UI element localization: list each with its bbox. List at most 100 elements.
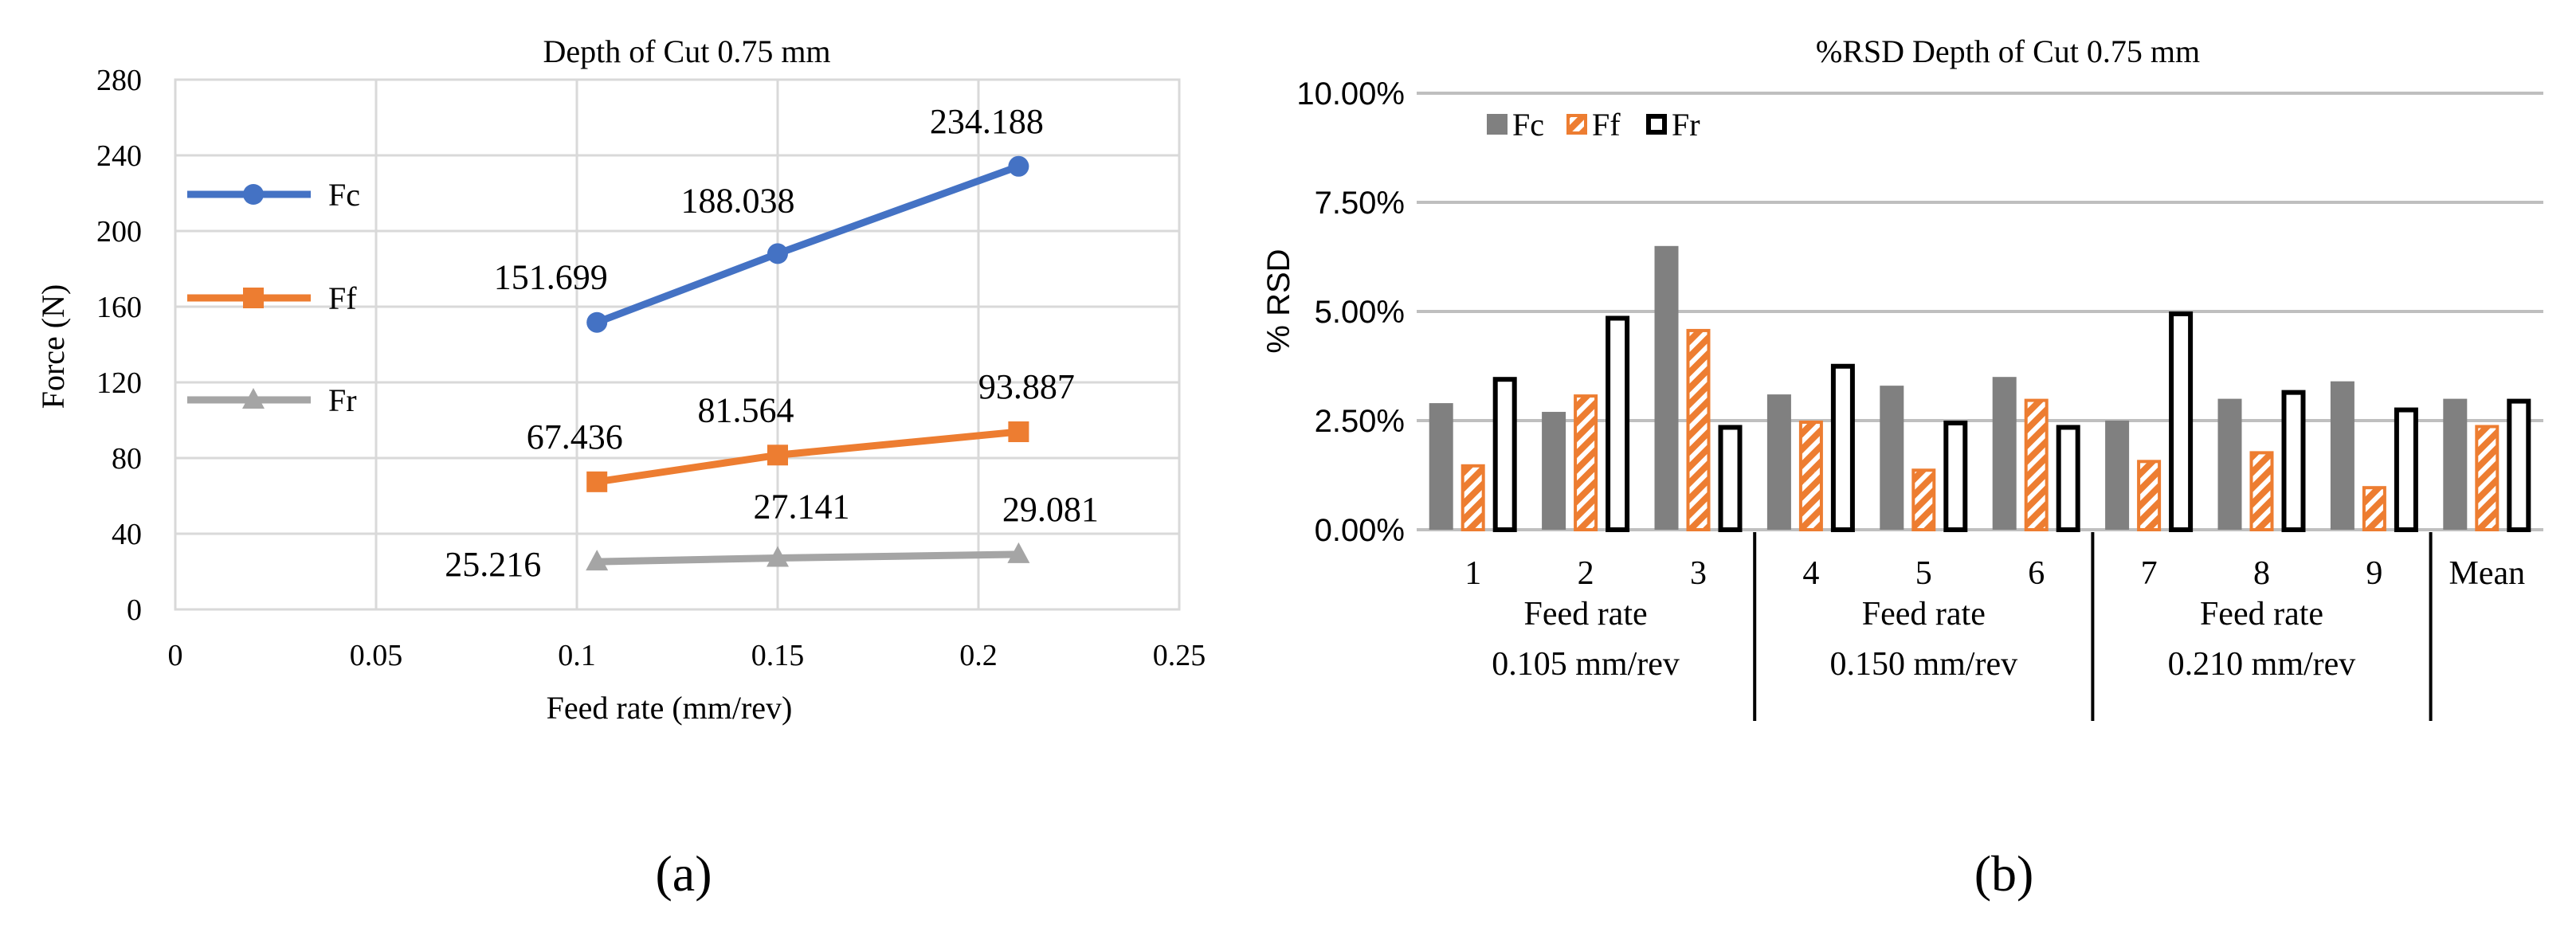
b-legend-label-fr: Fr — [1672, 107, 1700, 143]
b-bar-fc — [2217, 398, 2242, 530]
a-point-ff — [586, 471, 608, 492]
b-bar-fc — [2330, 381, 2354, 530]
b-category-label: 6 — [2028, 555, 2045, 592]
b-bar-fr — [1830, 363, 1855, 533]
b-bars-group — [1429, 245, 2531, 533]
a-point-fr — [767, 546, 789, 567]
a-data-label-fr: 27.141 — [754, 488, 850, 527]
a-data-label-ff: 67.436 — [527, 417, 623, 456]
a-legend-label-ff: Ff — [328, 280, 357, 316]
b-bar-fc — [1766, 394, 1791, 530]
chart-b: 0.00% 2.50% 5.00% 7.50% 10.00% 1 2 3 4 5 6 7 8 9 Mean… — [1261, 33, 2543, 902]
b-category-label: 1 — [1464, 555, 1481, 592]
a-y-tick-label: 80 — [112, 442, 142, 476]
b-bar-fr — [1492, 377, 1517, 533]
b-y-tick-label: 0.00% — [1315, 513, 1405, 548]
b-bar-fr — [1606, 315, 1630, 532]
a-point-ff — [767, 445, 788, 466]
b-y-tick-label: 2.50% — [1315, 404, 1405, 439]
chart-a: 0 40 80 120 160 200 240 280 0 0.05 0.1 0.15 0.2 0.25… — [35, 33, 1206, 902]
b-bar-fr — [2281, 390, 2306, 533]
a-x-tick-label: 0.05 — [350, 639, 403, 672]
a-x-tick-label: 0.15 — [751, 639, 805, 672]
b-group-label-line2: 0.150 mm/rev — [1829, 646, 2017, 683]
a-chart-title: Depth of Cut 0.75 mm — [543, 33, 830, 69]
b-group-label-line1: Feed rate — [1524, 596, 1648, 632]
b-bar-ff — [2362, 486, 2386, 532]
b-bar-fc — [1429, 403, 1453, 530]
a-y-axis-label: Force (N) — [35, 284, 71, 409]
b-legend-swatch-fr — [1646, 114, 1667, 135]
b-bar-fc — [2443, 398, 2468, 530]
b-bar-ff — [2475, 425, 2500, 531]
b-y-tick-label: 10.00% — [1296, 76, 1405, 112]
b-category-label: 2 — [1578, 555, 1594, 592]
b-y-tick-labels: 0.00% 2.50% 5.00% 7.50% 10.00% — [1296, 76, 1405, 548]
a-data-label-ff: 81.564 — [698, 390, 794, 429]
a-point-fc — [586, 311, 608, 333]
b-bar-fr — [2507, 398, 2531, 532]
b-legend-label-ff: Ff — [1592, 107, 1621, 143]
a-data-label-fc: 234.188 — [930, 102, 1044, 141]
a-y-tick-label: 0 — [127, 593, 142, 627]
a-series-line-ff — [596, 428, 1019, 486]
b-bar-fr — [2394, 407, 2418, 532]
a-legend-marker — [243, 184, 264, 205]
a-data-label-fc: 188.038 — [681, 181, 795, 220]
a-legend-label-fr: Fr — [328, 382, 357, 418]
a-data-label-ff: 93.887 — [978, 367, 1075, 406]
a-x-tick-label: 0 — [168, 639, 183, 672]
a-gridlines — [174, 78, 1181, 611]
a-x-tick-label: 0.2 — [959, 639, 998, 672]
b-bar-fr — [2056, 425, 2080, 532]
b-bar-fr — [1718, 425, 1743, 532]
b-legend-swatch-ff — [1566, 114, 1587, 135]
a-data-label-fr: 29.081 — [1002, 490, 1099, 529]
b-bar-ff — [1686, 328, 1711, 532]
a-y-tick-label: 40 — [112, 518, 142, 551]
a-x-axis-label: Feed rate (mm/rev) — [547, 690, 793, 726]
b-bar-fr — [2169, 311, 2194, 532]
b-y-tick-label: 5.00% — [1315, 295, 1405, 330]
b-bar-fc — [1880, 386, 1904, 530]
a-data-label-fr: 25.216 — [445, 545, 541, 584]
b-category-label: 5 — [1915, 555, 1932, 592]
b-bar-ff — [2249, 451, 2274, 531]
b-legend-label-fc: Fc — [1512, 107, 1544, 143]
a-series-line-fr — [597, 550, 1019, 566]
b-legend: Fc Ff Fr — [1487, 107, 1700, 143]
b-bar-ff — [1798, 421, 1823, 531]
b-category-label: 9 — [2366, 555, 2382, 592]
b-group-label-line1: Feed rate — [2200, 596, 2323, 632]
a-point-ff — [1008, 421, 1029, 443]
a-series-group: 151.699 188.038 234.188 67.436 81.564 93.887 2… — [445, 102, 1099, 584]
a-legend: Fc Ff Fr — [187, 177, 360, 418]
a-data-label-fc: 151.699 — [494, 258, 608, 297]
a-point-fr — [1007, 542, 1030, 563]
b-y-tick-label: 7.50% — [1315, 186, 1405, 221]
b-bar-fc — [2105, 421, 2130, 530]
a-y-tick-labels: 0 40 80 120 160 200 240 280 — [96, 64, 142, 627]
b-bar-fc — [1542, 412, 1566, 530]
b-bar-ff — [1911, 468, 1936, 532]
b-group-label-line2: 0.210 mm/rev — [2168, 646, 2356, 683]
a-point-fr — [586, 550, 609, 571]
a-legend-marker — [242, 388, 265, 409]
a-panel-label: (a) — [655, 845, 712, 902]
a-series-line-fc — [595, 163, 1020, 326]
a-y-tick-label: 280 — [96, 64, 142, 97]
b-bar-fc — [1992, 377, 2017, 530]
a-x-tick-label: 0.1 — [558, 639, 596, 672]
a-y-tick-label: 120 — [96, 366, 142, 400]
b-group-label-line1: Feed rate — [1862, 596, 1986, 632]
b-panel-label: (b) — [1974, 845, 2034, 902]
b-category-labels: 1 2 3 4 5 6 7 8 9 Mean — [1464, 555, 2525, 592]
b-group-labels: Feed rate 0.105 mm/rev Feed rate 0.150 mm/r… — [1492, 596, 2355, 683]
b-group-separators — [1753, 532, 2433, 721]
a-point-fc — [767, 243, 788, 264]
a-x-tick-label: 0.25 — [1153, 639, 1206, 672]
b-category-label: 3 — [1690, 555, 1707, 592]
b-category-label: 4 — [1802, 555, 1819, 592]
a-y-tick-label: 160 — [96, 291, 142, 324]
